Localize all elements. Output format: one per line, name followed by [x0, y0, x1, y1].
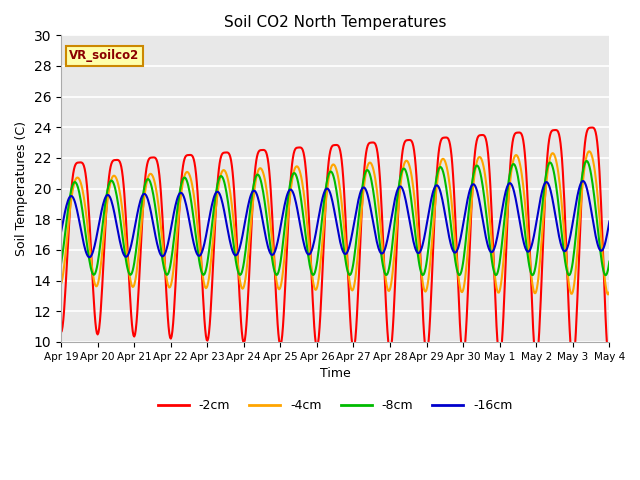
- -16cm: [57, 229, 65, 235]
- -8cm: [57, 261, 65, 267]
- -16cm: [124, 252, 132, 258]
- -2cm: [124, 243, 131, 249]
- -16cm: [85, 254, 93, 260]
- -2cm: [67, 192, 75, 198]
- -4cm: [179, 179, 187, 184]
- -2cm: [57, 329, 65, 335]
- -8cm: [418, 271, 426, 277]
- -2cm: [208, 283, 216, 289]
- Line: -2cm: -2cm: [61, 128, 609, 364]
- Text: VR_soilco2: VR_soilco2: [69, 49, 140, 62]
- -2cm: [402, 138, 410, 144]
- -8cm: [602, 272, 609, 278]
- -16cm: [419, 242, 426, 248]
- Line: -8cm: -8cm: [61, 161, 609, 275]
- -4cm: [67, 199, 75, 205]
- -4cm: [402, 158, 410, 164]
- -8cm: [402, 168, 410, 174]
- -4cm: [605, 289, 613, 295]
- -16cm: [209, 198, 216, 204]
- -2cm: [179, 163, 187, 168]
- -2cm: [418, 286, 426, 292]
- -16cm: [180, 194, 188, 200]
- -8cm: [208, 222, 216, 228]
- -16cm: [403, 201, 410, 207]
- -4cm: [418, 273, 426, 278]
- -2cm: [588, 125, 596, 131]
- -2cm: [605, 361, 613, 367]
- -4cm: [586, 148, 593, 154]
- -8cm: [179, 176, 187, 182]
- -4cm: [57, 281, 65, 287]
- Title: Soil CO2 North Temperatures: Soil CO2 North Temperatures: [224, 15, 447, 30]
- -8cm: [605, 259, 613, 264]
- -16cm: [67, 193, 75, 199]
- Line: -16cm: -16cm: [61, 181, 609, 257]
- Legend: -2cm, -4cm, -8cm, -16cm: -2cm, -4cm, -8cm, -16cm: [152, 394, 518, 417]
- -16cm: [579, 178, 586, 184]
- -16cm: [605, 218, 613, 224]
- Y-axis label: Soil Temperatures (C): Soil Temperatures (C): [15, 121, 28, 256]
- -8cm: [124, 265, 131, 271]
- Line: -4cm: -4cm: [61, 151, 609, 294]
- -8cm: [67, 188, 75, 194]
- -4cm: [124, 254, 131, 260]
- -4cm: [208, 247, 216, 253]
- X-axis label: Time: Time: [320, 367, 351, 380]
- -8cm: [582, 158, 590, 164]
- -4cm: [604, 291, 612, 297]
